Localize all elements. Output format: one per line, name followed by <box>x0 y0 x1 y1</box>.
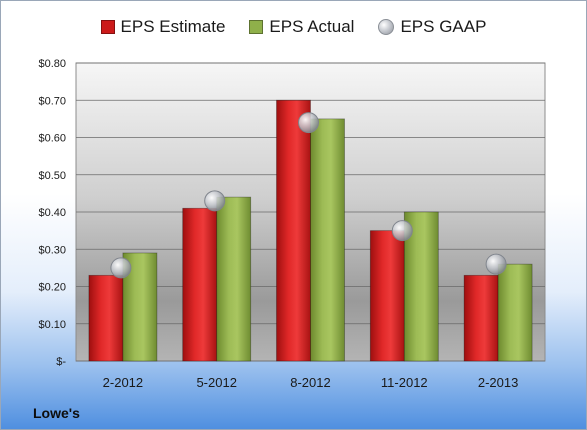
bar-eps-estimate <box>88 274 124 362</box>
bar-eps-estimate <box>463 274 499 362</box>
marker-eps-gaap <box>485 253 507 275</box>
y-tick-label: $0.40 <box>38 207 66 219</box>
x-tick-label: 5-2012 <box>196 375 236 390</box>
y-tick-label: $0.60 <box>38 133 66 145</box>
legend-swatch-gaap <box>378 19 395 35</box>
legend-label-gaap: EPS GAAP <box>400 17 487 36</box>
legend-item-estimate: EPS Estimate <box>100 17 226 37</box>
y-tick-label: $0.70 <box>38 95 66 107</box>
legend-swatch-estimate <box>100 20 115 34</box>
marker-eps-gaap <box>298 112 319 134</box>
y-tick-label: $0.80 <box>38 58 66 70</box>
bar-eps-estimate <box>182 207 218 362</box>
x-tick-label: 2-2013 <box>478 375 518 390</box>
bar-eps-actual <box>310 118 345 362</box>
x-tick-label: 2-2012 <box>103 375 143 390</box>
x-tick-label: 11-2012 <box>381 375 428 390</box>
y-tick-label: $- <box>56 356 66 368</box>
legend-label-actual: EPS Actual <box>269 17 355 36</box>
y-tick-label: $0.20 <box>38 282 66 294</box>
x-tick-label: 8-2012 <box>290 375 330 390</box>
marker-eps-gaap <box>110 257 132 279</box>
marker-eps-gaap <box>204 190 226 212</box>
company-name: Lowe's <box>33 405 80 421</box>
bar-eps-estimate <box>276 99 311 362</box>
legend-swatch-actual <box>249 20 264 34</box>
legend: EPS Estimate EPS Actual EPS GAAP <box>1 17 586 37</box>
bar-eps-actual <box>216 196 252 362</box>
legend-item-actual: EPS Actual <box>249 17 354 37</box>
legend-item-gaap: EPS GAAP <box>378 17 486 37</box>
marker-eps-gaap <box>391 220 413 242</box>
legend-label-estimate: EPS Estimate <box>120 17 226 36</box>
y-tick-label: $0.50 <box>38 170 66 182</box>
bar-eps-actual <box>497 263 533 362</box>
y-tick-label: $0.30 <box>38 244 66 256</box>
bar-eps-estimate <box>369 230 405 362</box>
y-tick-label: $0.10 <box>38 319 66 331</box>
